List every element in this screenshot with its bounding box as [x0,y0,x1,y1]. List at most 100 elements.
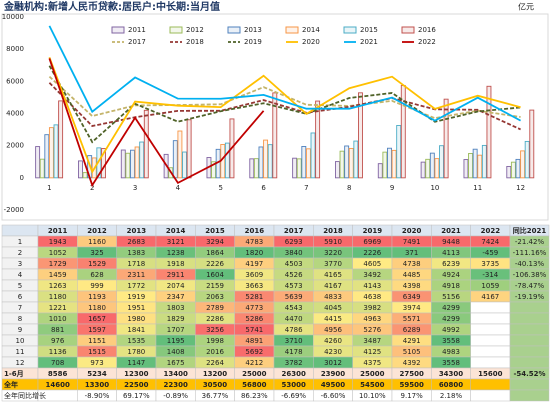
row-header: 7 [18,304,22,312]
table-value: 34300 [439,370,463,378]
table-value: 628 [90,271,103,279]
row-header: 4 [18,271,23,279]
table-yoy: -21.42% [515,238,545,246]
row-header: 9 [18,326,22,334]
bar [258,146,264,179]
table-value: 27500 [399,370,423,378]
table-value: 36.77% [202,392,229,400]
table-value: 5234 [87,370,107,378]
table-value: 4983 [442,348,460,356]
bar [58,100,64,179]
bar [515,158,521,179]
table-value: 325 [90,249,103,257]
table-value: 3710 [285,337,303,345]
table-value: 3840 [285,249,303,257]
table-cell [509,356,550,369]
table-value: 3982 [363,304,381,312]
bar [481,144,487,179]
table-value: 6239 [442,260,460,268]
bar [211,161,217,179]
row-header: 10 [16,337,25,345]
bar [348,147,354,179]
bar [272,92,278,179]
column-header: 2014 [166,227,186,235]
table-value: 1147 [127,359,145,367]
bar [301,146,307,179]
bar [425,158,431,179]
row-header: 全年 [3,380,18,389]
bar [125,152,131,179]
bar [339,150,345,179]
bar [486,85,492,179]
table-value: 5156 [442,293,460,301]
bar [77,160,83,179]
table-value: 4143 [363,282,381,290]
table-value: -6.69% [281,392,306,400]
column-header: 2020 [402,227,422,235]
table-value: 23900 [321,370,345,378]
bar [387,147,392,179]
table-cell [470,334,511,347]
table-value: 25000 [360,370,384,378]
table-value: 1383 [127,249,145,257]
table-value: 1263 [49,282,67,290]
table-value: 2789 [206,304,224,312]
y-tick-label: 0 [20,174,24,182]
table-value: 1195 [167,337,185,345]
table-value: 371 [405,249,418,257]
x-tick-label: 3 [133,184,137,192]
bar [377,163,383,179]
line [48,57,521,174]
table-value: 4398 [403,282,421,290]
table-value: 4299 [442,304,460,312]
table-value: 14600 [45,381,69,389]
row-header: 12 [16,359,25,367]
column-header: 2016 [245,227,265,235]
table-cell [470,378,511,391]
line [48,82,521,131]
table-value: 5692 [245,348,263,356]
table-value: 4212 [245,359,263,367]
table-cell [1,224,39,237]
table-value: 1729 [49,260,67,268]
y-tick-label: 4000 [6,110,24,118]
table-cell [509,389,550,402]
table-value: 1841 [127,326,145,334]
table-value: 976 [51,337,65,345]
table-value: 60800 [439,381,463,389]
legend-swatch [401,26,415,34]
bar [520,150,526,179]
table-value: 2063 [206,293,224,301]
table-value: 1951 [127,304,145,312]
bar [139,141,145,179]
bar [292,157,298,179]
table-value: 1604 [206,271,224,279]
bar [524,140,530,179]
table-value: 7424 [481,238,499,246]
bar [120,149,126,179]
table-yoy: -106.38% [513,271,547,279]
bar [529,109,535,179]
table-cell [509,345,550,358]
table-value: 4178 [285,348,303,356]
column-header: 2013 [127,227,147,235]
x-tick-label: 8 [347,184,351,192]
table-value: 2226 [206,260,224,268]
legend-label: 2022 [418,38,436,46]
table-value: 1597 [88,326,106,334]
table-value: 2347 [167,293,185,301]
unit-label: 亿元 [518,2,534,12]
table-value: -459 [482,249,498,257]
table-value: 6293 [285,238,303,246]
chart-title: 金融机构:新增人民币贷款:居民户:中长期:当月值 [3,0,220,13]
table-yoy: -19.19% [515,293,545,301]
table-value: 4573 [285,282,303,290]
bar [267,144,273,179]
table-value: 4260 [324,337,342,345]
table-value: 1515 [88,348,106,356]
y-tick-label: 8000 [6,45,24,53]
table-value: 4605 [363,260,381,268]
y-tick-label: 2000 [6,142,24,150]
table-value: 59500 [399,381,423,389]
